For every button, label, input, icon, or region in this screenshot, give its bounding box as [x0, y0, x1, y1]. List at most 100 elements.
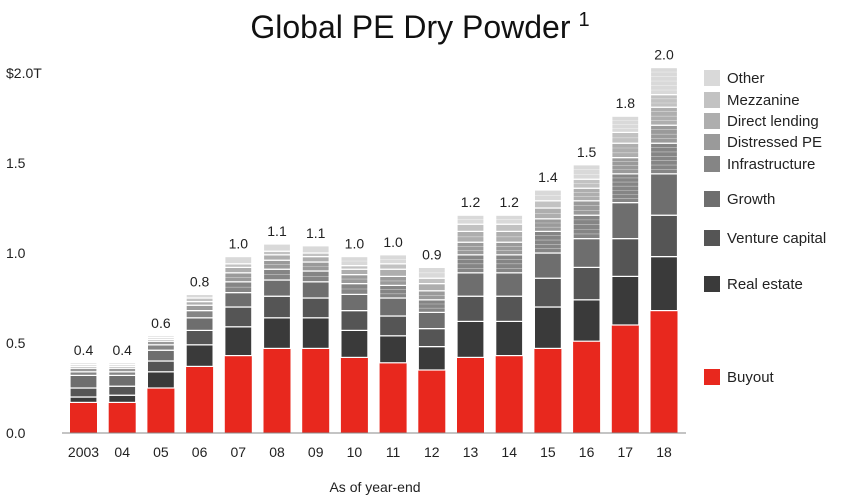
legend-swatch — [704, 369, 720, 385]
legend: Other Mezzanine Direct lending Distressed P… — [704, 70, 826, 386]
legend-label: Mezzanine — [727, 92, 800, 109]
bar-total-label: 0.4 — [74, 342, 94, 358]
bar-segment-buyout — [418, 370, 446, 433]
x-tick-label: 2003 — [68, 444, 99, 460]
bar-total-label: 1.0 — [383, 234, 403, 250]
legend-item-distressed-pe: Distressed PE — [704, 134, 822, 151]
bar-total-label: 0.9 — [422, 246, 442, 262]
legend-swatch — [704, 276, 720, 292]
bar-segment-buyout — [495, 355, 523, 433]
bar-total-label: 1.8 — [616, 95, 636, 111]
bar-segment-growth — [649, 173, 679, 216]
bar-segment-buyout — [186, 366, 214, 433]
legend-item-other: Other — [704, 70, 765, 87]
bar-segment-mezzanine — [379, 263, 408, 270]
bar-segment-distressed-pe — [533, 218, 563, 233]
bar-segment-direct-lending — [340, 268, 369, 276]
bar-segment-growth — [572, 238, 601, 269]
bar-segment-direct-lending — [417, 283, 446, 292]
bar-segment-venture-capital — [649, 214, 679, 258]
bar-05: 0.6 — [146, 315, 175, 433]
bar-segment-real-estate — [417, 346, 446, 371]
x-tick-label: 05 — [153, 444, 169, 460]
x-tick-label: 08 — [269, 444, 285, 460]
bar-segment-other — [301, 245, 330, 254]
legend-label: Direct lending — [727, 113, 819, 130]
x-tick-label: 16 — [579, 444, 595, 460]
bar-segment-other — [185, 293, 214, 299]
bar-segment-buyout — [650, 310, 678, 433]
bar-segment-distressed-pe — [495, 241, 524, 256]
bar-segment-real-estate — [379, 335, 408, 364]
bar-segment-real-estate — [456, 320, 485, 358]
legend-label: Other — [727, 70, 765, 87]
legend-swatch — [704, 70, 720, 86]
bar-total-label: 0.8 — [190, 273, 210, 289]
legend-swatch — [704, 191, 720, 207]
y-tick-label: $2.0T — [6, 65, 42, 81]
legend-item-mezzanine: Mezzanine — [704, 92, 800, 109]
bar-segment-mezzanine — [495, 223, 524, 232]
x-axis-labels: 2003 04 05 06 07 08 09 10 11 12 13 14 15 16 17 18 — [68, 444, 672, 460]
bar-total-label: 1.4 — [538, 169, 558, 185]
bar-segment-distressed-pe — [185, 304, 214, 312]
bar-13: 1.2 — [456, 194, 485, 433]
bar-segment-buyout — [573, 341, 601, 433]
bar-segment-growth — [262, 279, 292, 297]
bar-segment-growth — [146, 349, 175, 362]
bar-10: 1.0 — [340, 236, 369, 433]
legend-label: Real estate — [727, 276, 803, 293]
bar-segment-growth — [456, 272, 485, 297]
bar-11: 1.0 — [379, 234, 408, 433]
bar-segment-venture-capital — [572, 266, 601, 301]
bar-total-label: 1.1 — [267, 223, 287, 239]
bar-segment-buyout — [611, 325, 639, 433]
bar-segment-buyout — [379, 362, 407, 433]
bar-segment-buyout — [340, 357, 368, 433]
legend-swatch — [704, 113, 720, 129]
bar-segment-distressed-pe — [572, 200, 601, 216]
legend-label: Growth — [727, 191, 775, 208]
bar-segment-buyout — [224, 355, 252, 433]
chart-title-main: Global PE Dry Powder — [250, 9, 570, 45]
bar-segment-venture-capital — [262, 295, 292, 319]
legend-label: Infrastructure — [727, 156, 815, 173]
bar-segment-growth — [301, 281, 330, 299]
x-tick-label: 12 — [424, 444, 440, 460]
bar-segment-growth — [417, 311, 446, 330]
bar-segment-growth — [69, 374, 98, 389]
bar-segment-buyout — [108, 402, 136, 433]
bar-segment-other — [69, 362, 98, 366]
bar-segment-infrastructure — [533, 230, 563, 254]
chart-title: Global PE Dry Powder 1 — [250, 9, 589, 45]
bar-total-label: 2.0 — [654, 47, 674, 63]
bar-segment-direct-lending — [379, 268, 408, 278]
y-tick-label: 0.5 — [6, 335, 26, 351]
bar-segment-direct-lending — [301, 256, 330, 263]
legend-swatch — [704, 134, 720, 150]
bar-total-label: 1.0 — [345, 236, 365, 252]
bar-segment-real-estate — [69, 396, 98, 404]
bar-segment-venture-capital — [108, 385, 137, 396]
bar-segment-mezzanine — [533, 200, 563, 209]
bar-segment-real-estate — [649, 256, 679, 312]
bar-16: 1.5 — [572, 144, 601, 433]
bar-segment-growth — [379, 297, 408, 317]
bar-segment-direct-lending — [572, 187, 601, 202]
bar-2003: 0.4 — [69, 342, 98, 433]
legend-item-buyout: Buyout — [704, 369, 775, 386]
y-tick-label: 0.0 — [6, 425, 26, 441]
x-tick-label: 14 — [501, 444, 517, 460]
bar-segment-buyout — [534, 348, 562, 433]
x-tick-label: 18 — [656, 444, 672, 460]
bar-segment-infrastructure — [572, 214, 601, 240]
bar-segment-venture-capital — [340, 310, 369, 332]
bar-segment-venture-capital — [185, 329, 214, 346]
bar-segment-venture-capital — [611, 238, 640, 278]
y-tick-label: 1.0 — [6, 245, 26, 261]
y-axis-labels: 0.0 0.5 1.0 1.5 $2.0T — [6, 65, 42, 441]
bar-segment-buyout — [147, 388, 175, 433]
bars-group: 0.4 0.4 0.6 0.8 1.0 1.1 1.1 1.0 1.0 0.9 1.2 1.2 1.4 1… — [69, 47, 679, 433]
x-tick-label: 04 — [114, 444, 130, 460]
